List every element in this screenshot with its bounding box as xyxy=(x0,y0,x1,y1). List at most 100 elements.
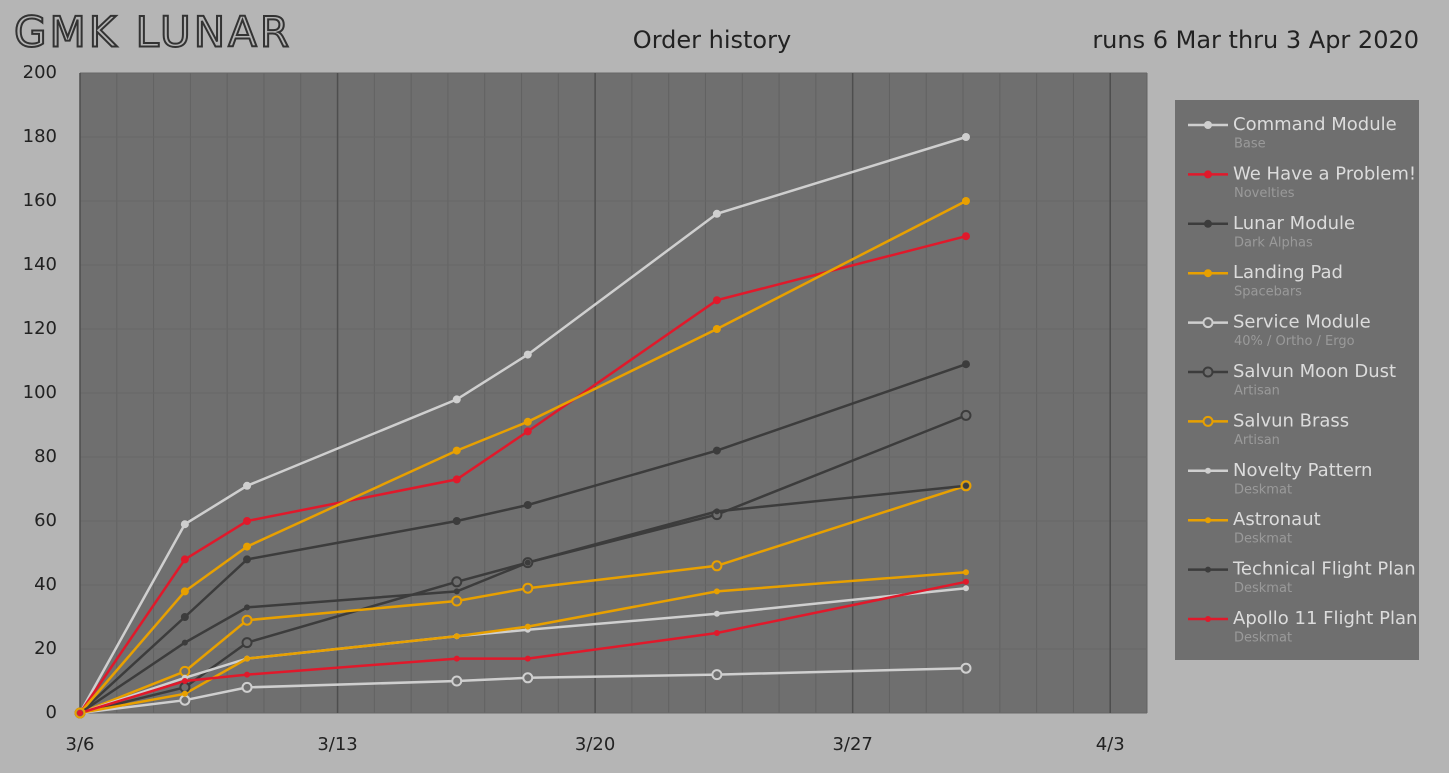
legend-sublabel: Deskmat xyxy=(1234,532,1292,547)
legend-label: Apollo 11 Flight Plan xyxy=(1233,608,1417,629)
legend-label: Lunar Module xyxy=(1233,213,1355,234)
legend-marker xyxy=(1205,616,1211,622)
legend-marker xyxy=(1204,269,1212,278)
legend-label: Salvun Moon Dust xyxy=(1233,361,1396,382)
chart-title: Order history xyxy=(633,26,791,54)
y-tick-label: 200 xyxy=(23,62,57,83)
legend-marker xyxy=(1205,566,1211,573)
legend-marker xyxy=(1205,467,1211,474)
point xyxy=(452,517,461,525)
point xyxy=(523,501,532,509)
point xyxy=(522,672,534,684)
point xyxy=(961,133,970,141)
point xyxy=(961,232,970,241)
legend-marker xyxy=(1204,219,1212,228)
legend-label: Salvun Brass xyxy=(1233,410,1349,431)
point xyxy=(711,560,723,572)
point xyxy=(243,555,252,564)
legend-marker xyxy=(1205,517,1211,524)
y-tick-label: 180 xyxy=(23,126,57,147)
point xyxy=(962,578,969,585)
y-tick-label: 20 xyxy=(34,638,57,659)
point xyxy=(241,681,253,693)
point xyxy=(961,197,970,205)
point xyxy=(712,209,721,218)
point xyxy=(523,427,532,436)
point xyxy=(713,610,720,617)
legend-sublabel: Spacebars xyxy=(1234,285,1302,300)
legend-label: Command Module xyxy=(1233,114,1397,135)
legend-label: Technical Flight Plan xyxy=(1232,559,1416,580)
legend-marker xyxy=(1204,170,1212,179)
y-tick-label: 120 xyxy=(23,318,57,339)
y-tick-label: 160 xyxy=(23,190,57,211)
point xyxy=(181,690,188,697)
legend-label: We Have a Problem! xyxy=(1233,163,1416,184)
legend-marker xyxy=(1202,366,1214,378)
point xyxy=(453,588,460,595)
point xyxy=(960,409,972,421)
legend-sublabel: Dark Alphas xyxy=(1234,235,1313,250)
legend-marker xyxy=(1202,415,1214,427)
point xyxy=(451,576,463,588)
point xyxy=(453,655,460,662)
legend-sublabel: Artisan xyxy=(1234,384,1280,399)
point xyxy=(77,710,83,716)
point xyxy=(241,614,253,626)
y-tick-label: 140 xyxy=(23,254,57,275)
legend-sublabel: Deskmat xyxy=(1234,482,1292,497)
point xyxy=(522,582,534,594)
brand-logo: GMK LUNAR xyxy=(14,8,292,57)
point xyxy=(179,665,191,677)
x-tick-label: 3/20 xyxy=(575,734,615,755)
point xyxy=(960,662,972,674)
point xyxy=(180,520,189,529)
y-tick-label: 40 xyxy=(34,574,57,595)
y-tick-label: 60 xyxy=(34,510,57,531)
point xyxy=(453,633,460,640)
point xyxy=(452,475,461,484)
point xyxy=(962,569,969,576)
chart-subtitle: runs 6 Mar thru 3 Apr 2020 xyxy=(1092,26,1419,54)
point xyxy=(244,655,251,662)
point xyxy=(244,671,251,678)
point xyxy=(180,555,189,564)
point xyxy=(962,482,969,489)
legend-sublabel: Artisan xyxy=(1234,433,1280,448)
legend-marker xyxy=(1204,121,1212,129)
point xyxy=(241,637,253,649)
point xyxy=(713,508,720,515)
y-tick-label: 0 xyxy=(46,702,57,723)
x-tick-label: 4/3 xyxy=(1096,734,1125,755)
legend-sublabel: Base xyxy=(1234,137,1266,152)
point xyxy=(712,446,721,455)
x-tick-label: 3/6 xyxy=(66,734,95,755)
point xyxy=(243,517,252,525)
legend xyxy=(1175,100,1419,660)
legend-label: Novelty Pattern xyxy=(1233,460,1372,481)
point xyxy=(181,678,188,684)
point xyxy=(712,325,721,333)
point xyxy=(243,542,252,551)
point xyxy=(524,623,531,630)
legend-sublabel: Deskmat xyxy=(1234,631,1292,646)
point xyxy=(961,360,970,369)
legend-sublabel: Deskmat xyxy=(1234,581,1292,596)
point xyxy=(452,446,461,455)
point xyxy=(181,639,188,646)
point xyxy=(180,613,189,621)
point xyxy=(179,694,191,706)
x-tick-label: 3/27 xyxy=(832,734,872,755)
point xyxy=(179,681,191,693)
point xyxy=(452,395,461,404)
y-tick-label: 80 xyxy=(34,446,57,467)
point xyxy=(451,675,463,687)
point xyxy=(523,417,532,426)
legend-label: Landing Pad xyxy=(1233,262,1343,283)
point xyxy=(711,669,723,681)
point xyxy=(244,604,251,611)
point xyxy=(713,630,720,636)
point xyxy=(243,481,252,490)
